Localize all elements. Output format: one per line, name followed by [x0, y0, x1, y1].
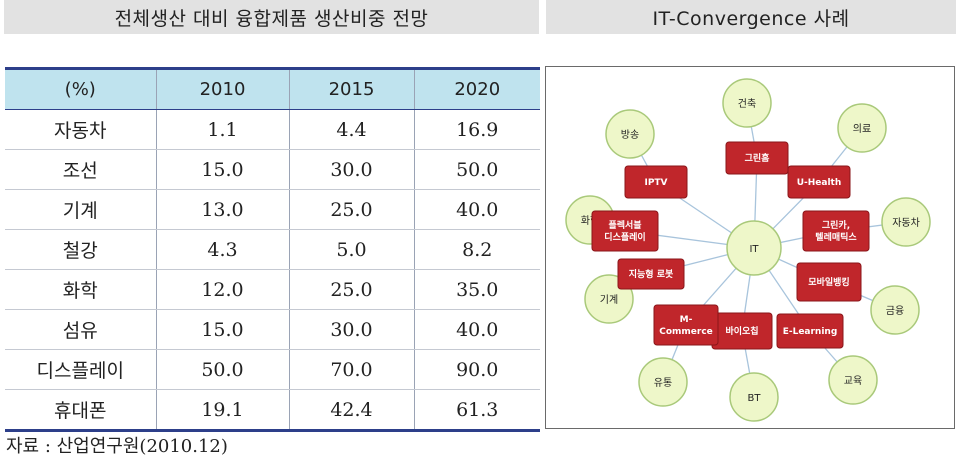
industry-circle: [729, 372, 779, 422]
convergence-box: [802, 210, 870, 252]
source-note: 자료 : 산업연구원(2010.12): [6, 436, 228, 457]
production-share-table: (%) 2010 2015 2020 자동차 1.1 4.4 16.9 조선 1…: [5, 67, 540, 432]
column-header: 2010: [156, 68, 290, 110]
table-header-row: (%) 2010 2015 2020: [5, 68, 540, 110]
industry-label: BT: [748, 393, 762, 404]
table-cell: 70.0: [289, 349, 415, 390]
industry-label: 기계: [600, 294, 618, 306]
row-label: 자동차: [5, 109, 157, 150]
table-row: 자동차 1.1 4.4 16.9: [5, 109, 540, 150]
table-row: 철강 4.3 5.0 8.2: [5, 229, 540, 270]
table-cell: 4.3: [156, 229, 290, 270]
convergence-box: [624, 165, 688, 199]
column-header: 2020: [414, 68, 540, 110]
industry-circle: [881, 197, 931, 247]
table-cell: 30.0: [289, 309, 415, 350]
left-header: 전체생산 대비 융합제품 생산비중 전망: [4, 0, 539, 34]
row-label: 기계: [5, 189, 157, 230]
convergence-label: 지능형 로봇: [629, 268, 674, 280]
industry-label: 의료: [853, 123, 871, 135]
table-row: 휴대폰 19.1 42.4 61.3: [5, 389, 540, 431]
row-label: 화학: [5, 269, 157, 310]
industry-circle: [722, 78, 772, 128]
convergence-box: [653, 304, 719, 346]
table-cell: 40.0: [414, 309, 540, 350]
table-row: 기계 13.0 25.0 40.0: [5, 189, 540, 230]
convergence-label: 플렉서블 디스플레이: [604, 219, 645, 243]
table-cell: 25.0: [289, 189, 415, 230]
table-cell: 35.0: [414, 269, 540, 310]
column-header: 2015: [289, 68, 415, 110]
table-cell: 30.0: [289, 149, 415, 190]
it-convergence-diagram: IT 건축 의료 자동차 금융 교육 BT 유통 기계 화학 방송 그린홈 U-Health 그린카, 텔레…: [545, 66, 955, 429]
table-cell: 25.0: [289, 269, 415, 310]
industry-circle: [837, 103, 887, 153]
convergence-box: [617, 258, 685, 290]
convergence-label: U-Health: [797, 178, 842, 188]
row-label: 조선: [5, 149, 157, 190]
convergence-box: [725, 141, 789, 175]
industry-circle: [870, 285, 920, 335]
convergence-label: IPTV: [644, 178, 667, 188]
table-row: 디스플레이 50.0 70.0 90.0: [5, 349, 540, 390]
row-label: 휴대폰: [5, 389, 157, 431]
table-cell: 13.0: [156, 189, 290, 230]
right-header: IT-Convergence 사례: [546, 0, 956, 34]
table-cell: 40.0: [414, 189, 540, 230]
center-circle: [726, 220, 782, 276]
column-header: (%): [5, 68, 157, 110]
table-cell: 90.0: [414, 349, 540, 390]
industry-label: 금융: [886, 305, 904, 317]
table-cell: 1.1: [156, 109, 290, 150]
table-row: 화학 12.0 25.0 35.0: [5, 269, 540, 310]
row-label: 디스플레이: [5, 349, 157, 390]
convergence-label: 그린카, 텔레매틱스: [815, 219, 857, 243]
table-cell: 8.2: [414, 229, 540, 270]
convergence-box: [591, 210, 659, 252]
industry-label: 방송: [621, 129, 639, 141]
row-label: 섬유: [5, 309, 157, 350]
convergence-label: 모바일뱅킹: [808, 276, 849, 288]
industry-circle: [605, 109, 655, 159]
table-row: 조선 15.0 30.0 50.0: [5, 149, 540, 190]
center-label: IT: [749, 244, 759, 255]
table-cell: 50.0: [414, 149, 540, 190]
row-label: 철강: [5, 229, 157, 270]
convergence-label: 그린홈: [745, 152, 770, 164]
convergence-box: [796, 262, 862, 302]
table-cell: 12.0: [156, 269, 290, 310]
table-cell: 61.3: [456, 398, 499, 421]
convergence-label: M-Commerce: [659, 315, 713, 337]
table-cell: 42.4: [289, 389, 415, 431]
convergence-label: E-Learning: [783, 327, 838, 337]
table-cell: 5.0: [289, 229, 415, 270]
table-cell: 19.1: [156, 389, 290, 431]
table-row: 섬유 15.0 30.0 40.0: [5, 309, 540, 350]
table-cell: 50.0: [156, 349, 290, 390]
table-cell: 15.0: [156, 309, 290, 350]
convergence-box: [776, 313, 844, 349]
table-cell: 16.9: [414, 109, 540, 150]
convergence-label: 바이오칩: [725, 325, 758, 337]
industry-label: 교육: [844, 375, 862, 387]
convergence-box: [787, 165, 851, 199]
industry-label: 유통: [654, 377, 672, 389]
table-cell: 4.4: [289, 109, 415, 150]
industry-label: 건축: [738, 98, 756, 110]
industry-circle: [638, 357, 688, 407]
industry-circle: [828, 355, 878, 405]
industry-label: 자동차: [892, 217, 920, 229]
table-cell: 15.0: [156, 149, 290, 190]
